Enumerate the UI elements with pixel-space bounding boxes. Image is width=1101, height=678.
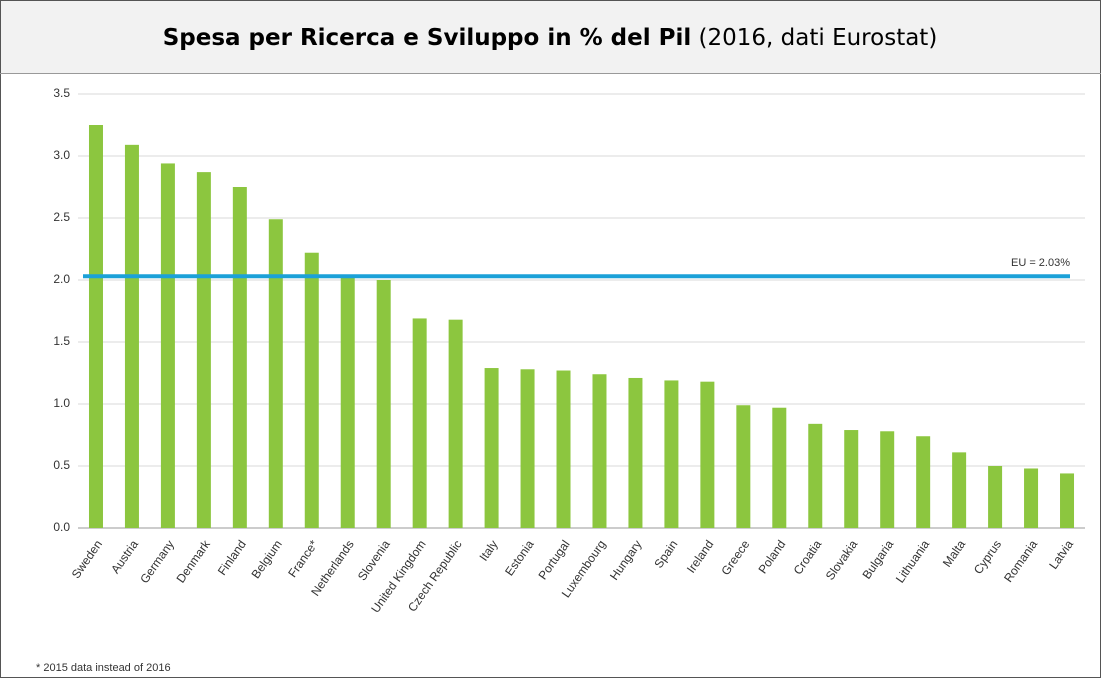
bar (772, 407, 787, 528)
bar (88, 125, 103, 528)
title-sub: (2016, dati Eurostat) (699, 25, 938, 51)
bar (124, 144, 139, 528)
bar (196, 172, 211, 528)
bar (412, 318, 427, 528)
bar (1024, 468, 1039, 528)
bar (448, 319, 463, 528)
bar (628, 377, 643, 528)
bar (484, 368, 499, 528)
bar (232, 187, 247, 528)
reference-label: EU = 2.03% (1011, 257, 1070, 269)
y-tick-label: 2.5 (53, 210, 70, 224)
y-tick-label: 3.0 (53, 148, 70, 162)
bar (736, 405, 751, 528)
bar (916, 436, 931, 528)
bar (556, 370, 571, 528)
bar (664, 380, 679, 528)
y-tick-label: 1.5 (53, 334, 70, 348)
y-tick-label: 2.0 (53, 272, 70, 286)
y-tick-label: 1.0 (53, 396, 70, 410)
chart-title: Spesa per Ricerca e Sviluppo in % del Pi… (163, 25, 938, 51)
bar (340, 276, 355, 528)
y-tick-label: 0.0 (53, 520, 70, 534)
title-main: Spesa per Ricerca e Sviluppo in % del Pi… (163, 25, 692, 51)
bar (844, 430, 859, 528)
footnote: * 2015 data instead of 2016 (36, 662, 171, 674)
bar (268, 219, 283, 529)
bar (880, 431, 895, 528)
bar (304, 252, 319, 528)
y-tick-label: 0.5 (53, 458, 70, 472)
bar (1060, 473, 1075, 528)
bar (592, 374, 607, 528)
bar (988, 466, 1003, 528)
bar (520, 369, 535, 528)
bar (952, 452, 967, 528)
bar (160, 163, 175, 528)
bar (376, 280, 391, 528)
bar (808, 423, 823, 528)
title-bar (1, 1, 1100, 73)
y-tick-label: 3.5 (53, 86, 70, 100)
bar (700, 381, 715, 528)
